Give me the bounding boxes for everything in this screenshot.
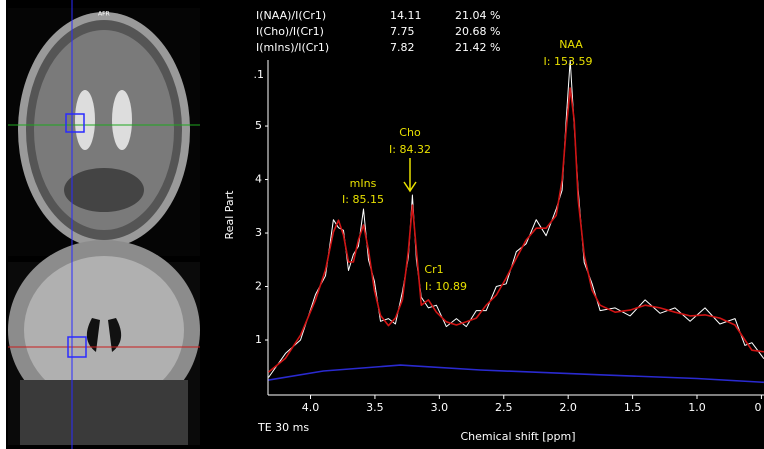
peak-value: I: 153.59 bbox=[544, 55, 593, 68]
top-label: .1 bbox=[254, 68, 265, 81]
y-tick-label: 4 bbox=[255, 173, 262, 186]
chart: AFR Real Part Chemical shift [ppm] TE 30… bbox=[0, 0, 764, 449]
coronal-image bbox=[8, 240, 200, 445]
y-tick-label: 3 bbox=[255, 226, 262, 239]
y-tick-label: 1 bbox=[255, 333, 262, 346]
x-tick-label: 3.0 bbox=[431, 401, 449, 414]
ratio-cell: 7.75 bbox=[390, 25, 415, 38]
x-tick-label: 2.0 bbox=[559, 401, 577, 414]
ratio-cell: 20.68 % bbox=[455, 25, 500, 38]
ratio-cell: 21.42 % bbox=[455, 41, 500, 54]
ratio-cell: I(NAA)/I(Cr1) bbox=[256, 9, 326, 22]
peak-name: Cr1 bbox=[424, 263, 443, 276]
peak-name: mIns bbox=[350, 177, 377, 190]
x-tick-label: 3.5 bbox=[366, 401, 384, 414]
x-tick-label: 2.5 bbox=[495, 401, 513, 414]
x-tick-label: 1.0 bbox=[688, 401, 706, 414]
x-tick-label: 1.5 bbox=[624, 401, 642, 414]
y-tick-label: 5 bbox=[255, 119, 262, 132]
ratio-cell: 21.04 % bbox=[455, 9, 500, 22]
y-tick-label: 2 bbox=[255, 280, 262, 293]
image-label: AFR bbox=[98, 11, 110, 18]
ratio-cell: I(mIns)/I(Cr1) bbox=[256, 41, 329, 54]
peak-value: I: 84.32 bbox=[389, 143, 431, 156]
ratio-cell: I(Cho)/I(Cr1) bbox=[256, 25, 324, 38]
page: AFR Real Part Chemical shift [ppm] TE 30… bbox=[0, 0, 764, 449]
peak-value: I: 85.15 bbox=[342, 193, 384, 206]
peak-name: Cho bbox=[399, 126, 421, 139]
ratio-cell: 7.82 bbox=[390, 41, 415, 54]
x-tick-label: 0 bbox=[755, 401, 762, 414]
y-axis-label: Real Part bbox=[223, 190, 236, 240]
peak-name: NAA bbox=[559, 38, 583, 51]
x-tick-label: 4.0 bbox=[302, 401, 320, 414]
ratio-cell: 14.11 bbox=[390, 9, 422, 22]
x-axis-label: Chemical shift [ppm] bbox=[460, 430, 575, 443]
note: TE 30 ms bbox=[257, 421, 309, 434]
peak-value: I: 10.89 bbox=[425, 280, 467, 293]
axial-image: AFR bbox=[8, 8, 200, 256]
